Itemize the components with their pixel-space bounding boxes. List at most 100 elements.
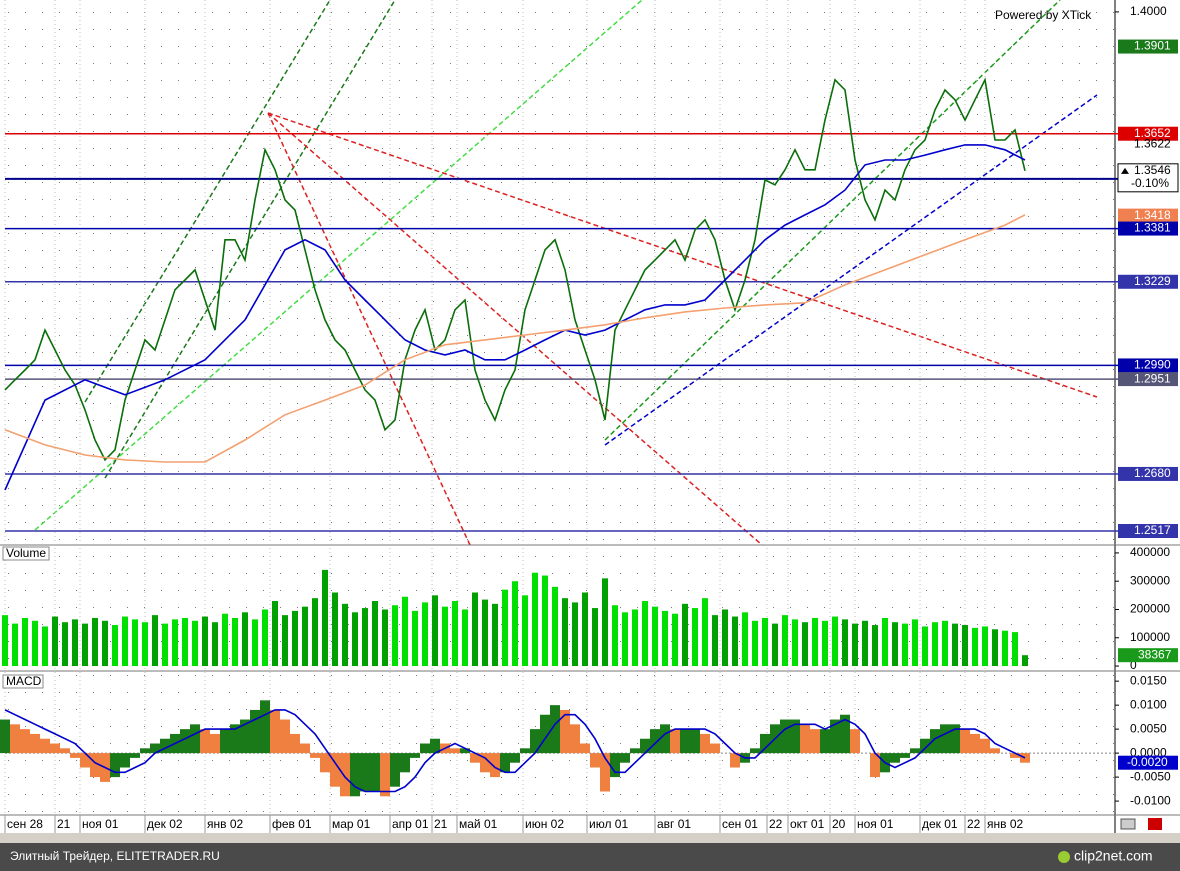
macd-bar	[990, 748, 1000, 754]
volume-bar	[392, 605, 398, 667]
volume-bar	[192, 620, 198, 667]
macd-bar	[700, 733, 710, 754]
y-tick-label: 0	[1130, 658, 1137, 672]
macd-bar	[820, 729, 830, 754]
volume-bar	[142, 622, 148, 667]
macd-bar	[480, 753, 490, 773]
volume-bar	[112, 625, 118, 667]
volume-bar	[752, 620, 758, 667]
signal-line	[4, 709, 1026, 793]
macd-bar	[610, 753, 620, 778]
x-tick-label: фев 01	[272, 817, 312, 831]
volume-bar	[92, 617, 98, 667]
macd-bar	[890, 753, 900, 763]
macd-bar	[510, 753, 520, 763]
volume-bar	[512, 581, 518, 667]
x-tick-label: дек 02	[147, 817, 183, 831]
macd-bar	[420, 743, 430, 754]
volume-bar	[962, 625, 968, 667]
macd-bar	[1010, 753, 1020, 758]
y-tick-label: 0.0150	[1130, 673, 1167, 687]
volume-bar	[922, 626, 928, 667]
x-tick-label: 22	[967, 817, 981, 831]
toolbar-icon[interactable]	[1148, 818, 1162, 830]
volume-bar	[152, 615, 158, 667]
macd-bar	[460, 748, 470, 754]
level-box	[1118, 466, 1178, 481]
volume-bar	[722, 609, 728, 667]
volume-bar	[52, 616, 58, 667]
x-tick-label: апр 01	[392, 817, 429, 831]
level-label: 1.2990	[1134, 358, 1171, 372]
volume-bar	[992, 629, 998, 667]
x-tick-label: 21	[434, 817, 448, 831]
volume-bar	[572, 602, 578, 667]
volume-bar	[612, 605, 618, 667]
volume-bar	[382, 609, 388, 667]
macd-bar	[710, 743, 720, 754]
panel-title: MACD	[6, 674, 42, 688]
volume-bar	[352, 612, 358, 667]
macd-bar	[830, 719, 840, 754]
macd-bar	[330, 753, 340, 787]
volume-bar	[282, 615, 288, 667]
macd-bar	[80, 753, 90, 768]
macd-bar	[560, 709, 570, 754]
macd-bar	[650, 729, 660, 754]
macd-bar	[680, 729, 690, 754]
footer-right: clip2net.com	[1074, 848, 1153, 864]
macd-bar	[590, 753, 600, 768]
x-tick-label: июн 02	[525, 817, 564, 831]
trend-line	[267, 112, 1098, 398]
macd-bar	[900, 753, 910, 758]
volume-bar	[892, 622, 898, 667]
x-tick-label: ноя 01	[82, 817, 119, 831]
x-tick-label: сен 01	[722, 817, 758, 831]
level-label: 1.3418	[1134, 208, 1171, 222]
volume-bar	[502, 589, 508, 667]
macd-bar	[910, 748, 920, 754]
y-tick-label: 100000	[1130, 630, 1170, 644]
volume-bar	[472, 592, 478, 667]
level-box	[1118, 372, 1178, 387]
macd-bar	[270, 709, 280, 754]
volume-bar	[252, 619, 258, 667]
macd-bar	[300, 743, 310, 754]
y-tick-label: 1.4000	[1130, 4, 1167, 18]
macd-bar	[470, 753, 480, 763]
volume-bar	[852, 623, 858, 667]
volume-bar	[232, 617, 238, 667]
macd-bar	[280, 719, 290, 754]
volume-bar	[242, 612, 248, 667]
macd-bar	[520, 748, 530, 754]
y-tick-label: -0.0100	[1130, 793, 1171, 807]
macd-bar	[930, 729, 940, 754]
footer-bar	[0, 843, 1180, 871]
y-tick-label: 0.0050	[1130, 721, 1167, 735]
macd-bar	[220, 729, 230, 754]
trend-line	[104, 0, 396, 479]
trend-lines	[34, 0, 1098, 546]
grid-dots	[5, 545, 1115, 670]
macd-bar	[390, 753, 400, 787]
panel-title-box	[2, 546, 50, 561]
volume-bar	[832, 616, 838, 667]
volume-bar	[712, 615, 718, 667]
volume-bar	[582, 592, 588, 667]
volume-bar	[42, 626, 48, 667]
volume-bar	[902, 623, 908, 667]
level-label: 1.2680	[1134, 466, 1171, 480]
toolbar-icon[interactable]	[1120, 818, 1136, 830]
x-tick-label: 21	[57, 817, 71, 831]
volume-bar	[842, 619, 848, 667]
x-tick-label: 20	[832, 817, 846, 831]
macd-bar	[320, 753, 330, 773]
macd-bar	[730, 753, 740, 768]
level-label: 1.2517	[1134, 523, 1171, 537]
macd-bar	[960, 729, 970, 754]
macd-bar	[130, 753, 140, 758]
volume-bar	[102, 620, 108, 667]
volume-bar	[32, 620, 38, 667]
volume-bar	[62, 622, 68, 667]
macd-bar	[750, 748, 760, 754]
